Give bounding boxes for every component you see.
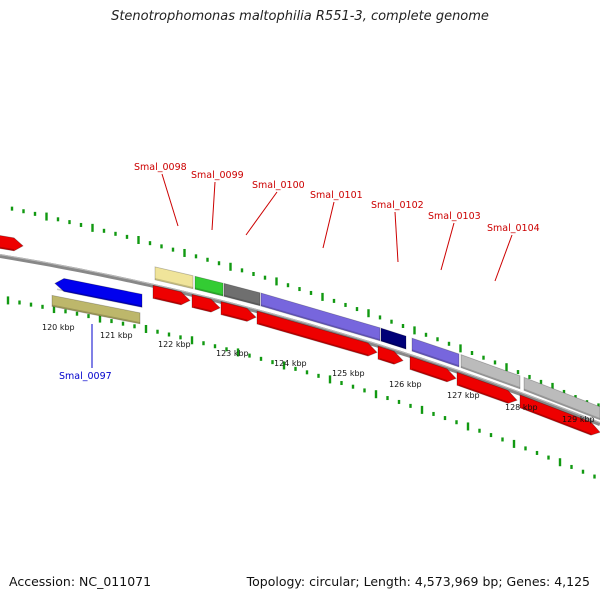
genome-backbone [0, 254, 600, 426]
feature-block-0101 [260, 292, 381, 342]
cds-forward-0101-shade [258, 322, 369, 356]
cds-reverse-0097 [54, 278, 143, 308]
cds-forward-0104 [456, 371, 518, 404]
cds-forward-0102-shade [379, 358, 395, 364]
cds-forward-0099-shade [193, 306, 212, 312]
kbp-tick-label: 127 kbp [447, 391, 480, 400]
kbp-tick-label: 126 kbp [389, 380, 422, 389]
cds-forward-partial [0, 235, 24, 252]
kbp-tick-label: 124 kbp [274, 359, 307, 368]
kbp-tick-label: 120 kbp [42, 323, 75, 332]
cds-forward-0103 [409, 355, 457, 383]
gene-label: Smal_0103 [428, 211, 481, 222]
feature-block-0104-shade [460, 365, 521, 389]
gene-label-leader [211, 181, 216, 231]
feature-block-next [523, 376, 600, 421]
cds-forward-next-shade [521, 406, 592, 435]
kbp-tick-label: 122 kbp [158, 340, 191, 349]
gene-label: Smal_0099 [191, 170, 244, 181]
kbp-tick-label: 121 kbp [100, 331, 133, 340]
feature-block-0104 [460, 354, 521, 390]
gene-label: Smal_0101 [310, 190, 363, 201]
kbp-tick-label: 125 kbp [332, 369, 365, 378]
gene-label-leader [494, 234, 513, 282]
gene-label-leader [394, 211, 399, 263]
cds-forward-0100-shade [222, 313, 248, 322]
gene-label: Smal_0100 [252, 180, 305, 191]
feature-block-0100 [223, 282, 261, 307]
feature-block-0100-shade [223, 294, 261, 306]
kbp-tick-label: 129 kbp [562, 415, 595, 424]
feature-block-0103 [411, 337, 460, 368]
cds-forward-0099 [191, 293, 221, 313]
backbone-highlight [0, 254, 600, 424]
gene-label-leader [245, 191, 278, 236]
gene-label: Smal_0098 [134, 162, 187, 173]
feature-block-0097-shade [51, 304, 141, 324]
feature-block-0097 [51, 294, 141, 325]
gene-label: Smal_0097 [59, 371, 112, 382]
cds-forward-0098 [152, 284, 191, 306]
gene-label-leader [161, 173, 179, 227]
cds-reverse-0097-shade [56, 288, 143, 307]
feature-block-0099-shade [194, 287, 224, 296]
feature-block-0102 [380, 327, 407, 350]
feature-block-0102-shade [380, 339, 407, 349]
cds-forward-partial-shade [0, 246, 15, 251]
cds-forward-0098-shade [154, 297, 182, 305]
kbp-tick-label: 128 kbp [505, 403, 538, 412]
cds-forward-0102 [377, 345, 404, 365]
gene-label-leader [322, 201, 335, 249]
feature-block-next-shade [523, 388, 600, 420]
cds-forward-0100 [220, 301, 257, 322]
gene-label: Smal_0102 [371, 200, 424, 211]
gene-label: Smal_0104 [487, 223, 540, 234]
kbp-tick-label: 123 kbp [216, 349, 249, 358]
accession-text: Accession: NC_011071 [9, 574, 152, 589]
cds-forward-next [519, 394, 600, 436]
genome-summary-text: Topology: circular; Length: 4,573,969 bp… [246, 574, 590, 589]
cds-forward-0103-shade [411, 368, 448, 382]
feature-block-0098-shade [154, 278, 194, 289]
cds-forward-0104-shade [458, 384, 509, 404]
feature-block-0098 [154, 266, 194, 290]
feature-block-0101-shade [260, 304, 381, 341]
map-title: Stenotrophomonas maltophilia R551-3, com… [111, 9, 489, 24]
feature-block-0099 [194, 275, 224, 297]
feature-block-0103-shade [411, 349, 460, 367]
cds-forward-0101 [256, 310, 378, 357]
gene-label-leader [440, 222, 455, 271]
